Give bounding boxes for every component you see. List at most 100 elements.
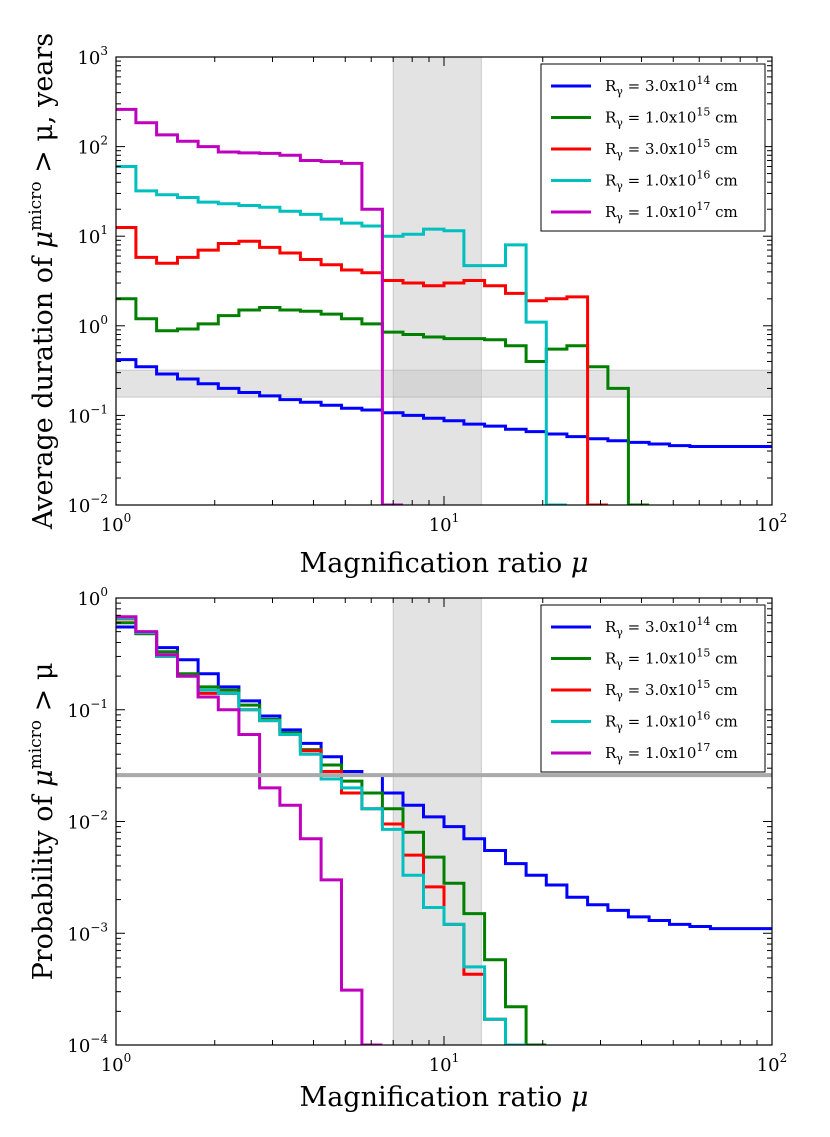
legend-exponent: 17 [696,741,710,754]
legend-unit: cm [710,744,737,762]
x-axis-title-text: Magnification ratio [300,548,571,579]
x-axis-title-symbol: μ [571,548,589,579]
legend-label-0: Rγ = 3.0x1014 cm [605,615,738,639]
legend-subscript: γ [616,721,623,734]
legend-label-1: Rγ = 1.0x1015 cm [605,647,738,671]
legend-value: = 3.0x10 [623,140,697,158]
tick-base: 10 [77,317,100,338]
x-tick-label: 101 [429,511,460,536]
plot-area [116,57,772,505]
legend-symbol: R [605,203,617,221]
tick-base: 10 [67,813,90,834]
legend-value: = 1.0x10 [623,650,697,668]
y-tick-label: 103 [77,44,108,69]
series-line-2 [116,226,608,505]
tick-base: 10 [67,496,90,517]
y-axis-title: Probability of μmicro > μ [26,663,59,981]
legend-symbol: R [605,618,617,636]
legend-symbol: R [605,172,617,190]
legend-symbol: R [605,650,617,668]
legend-value: = 1.0x10 [623,713,697,731]
plot-area [116,598,772,1045]
y-tick-label: 10−1 [67,402,108,427]
x-axis-title-symbol: μ [571,1082,589,1113]
x-tick-label: 100 [101,511,132,536]
legend-symbol: R [605,109,617,127]
tick-base: 10 [77,227,100,248]
legend-exponent: 16 [696,169,710,182]
legend-symbol: R [605,713,617,731]
legend-unit: cm [710,77,737,95]
legend-label-3: Rγ = 1.0x1016 cm [605,710,738,734]
legend-subscript: γ [616,180,623,193]
y-axis-title: Average duration of μmicro > μ, years [26,33,59,530]
chart-average-duration: 100 101 10210−210−1100101102103Magnificati… [26,33,787,579]
tick-exponent: −2 [90,492,108,506]
x-tick-label: 102 [757,511,788,536]
tick-base: 10 [77,589,100,610]
tick-exponent: 0 [100,313,108,327]
tick-exponent: 1 [452,511,460,525]
y-tick-label: 10−2 [67,809,108,834]
tick-exponent: 1 [452,1051,460,1065]
tick-exponent: 3 [100,44,108,58]
tick-exponent: 2 [780,511,788,525]
x-axis-title: Magnification ratio μ [300,548,589,579]
legend-subscript: γ [616,117,623,130]
tick-exponent: 0 [100,585,108,599]
y-axis-title-prefix: Average duration of [28,248,59,530]
legend-value: = 1.0x10 [623,744,697,762]
legend-symbol: R [605,681,617,699]
legend-exponent: 17 [696,200,710,213]
tick-exponent: −1 [90,697,108,711]
legend-unit: cm [710,713,737,731]
tick-base: 10 [77,48,100,69]
series-line-3 [116,165,567,505]
tick-base: 10 [101,515,124,536]
tick-base: 10 [67,924,90,945]
tick-base: 10 [67,1036,90,1057]
legend-label-4: Rγ = 1.0x1017 cm [605,200,738,224]
legend-subscript: γ [616,626,623,639]
legend-value: = 3.0x10 [623,618,697,636]
y-axis-title-suffix: > μ, years [28,33,59,182]
series-line-4 [116,107,403,505]
tick-base: 10 [101,1055,124,1076]
tick-base: 10 [67,406,90,427]
legend-label-0: Rγ = 3.0x1014 cm [605,74,738,98]
x-axis-title-text: Magnification ratio [300,1082,571,1113]
legend-label-2: Rγ = 3.0x1015 cm [605,137,738,161]
legend-value: = 3.0x10 [623,77,697,95]
legend-subscript: γ [616,148,623,161]
legend-subscript: γ [616,85,623,98]
tick-exponent: −2 [90,809,108,823]
tick-exponent: −3 [90,920,108,934]
y-tick-label: 10−1 [67,697,108,722]
tick-base: 10 [77,138,100,159]
legend-label-2: Rγ = 3.0x1015 cm [605,678,738,702]
tick-exponent: 0 [124,511,132,525]
legend-symbol: R [605,744,617,762]
legend-unit: cm [710,140,737,158]
series-line-1 [116,621,547,1045]
tick-base: 10 [429,1055,452,1076]
chart-probability: 100 101 10210−410−310−210−1100Magnificatio… [26,585,787,1113]
legend-exponent: 15 [696,678,710,691]
y-axis-title-suffix: > μ [28,663,59,720]
legend-unit: cm [710,618,737,636]
legend-label-4: Rγ = 1.0x1017 cm [605,741,738,765]
ticks [115,598,772,1046]
shaded-band-x [392,598,482,1045]
y-axis-title-sup: micro [26,181,46,230]
legend-exponent: 16 [696,710,710,723]
legend-unit: cm [710,681,737,699]
y-tick-label: 10−4 [67,1032,108,1057]
legend-subscript: γ [616,689,623,702]
tick-base: 10 [429,515,452,536]
x-axis-title: Magnification ratio μ [300,1082,589,1113]
legend-symbol: R [605,77,617,95]
legend-subscript: γ [616,658,623,671]
legend-subscript: γ [616,752,623,765]
